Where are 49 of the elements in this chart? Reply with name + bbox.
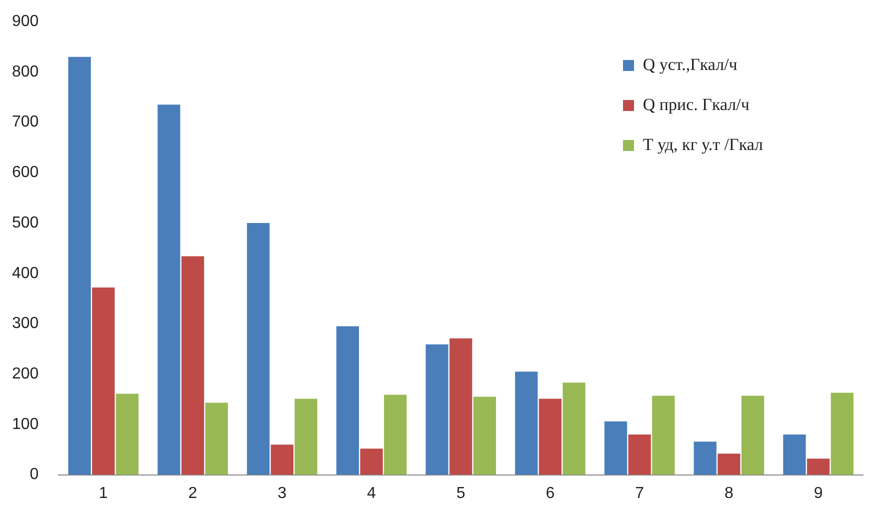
x-tick-label: 7: [635, 484, 644, 502]
y-tick-label: 800: [12, 63, 39, 80]
y-tick-label: 300: [12, 315, 39, 332]
bar: [270, 444, 294, 475]
x-tick-label: 2: [188, 484, 198, 502]
bar: [92, 287, 115, 475]
bar: [718, 454, 740, 475]
bar: [205, 402, 228, 475]
bar: [741, 396, 764, 475]
legend-label: Q уст.,Гкал/ч: [642, 55, 738, 75]
bar: [694, 442, 716, 475]
bar: [538, 398, 562, 475]
bar: [783, 434, 806, 475]
x-tick-label: 8: [724, 484, 734, 502]
y-tick-label: 400: [12, 264, 39, 282]
bar: [473, 396, 496, 475]
y-tick-label: 700: [12, 114, 39, 131]
bar: [246, 223, 270, 475]
bar: [384, 394, 407, 475]
bar: [68, 56, 91, 475]
bar: [294, 398, 318, 475]
y-tick-label: 600: [12, 164, 39, 182]
y-tick-label: 0: [30, 466, 39, 484]
legend-label: Т уд, кг у.т /Гкал: [642, 135, 763, 155]
x-tick-label: 4: [367, 484, 376, 502]
bar: [806, 458, 830, 475]
bar: [336, 326, 359, 475]
x-tick-label: 9: [814, 484, 823, 502]
legend-label: Q прис. Гкал/ч: [642, 95, 750, 115]
bar: [158, 104, 180, 475]
bar: [450, 338, 472, 475]
y-tick-label: 500: [12, 214, 39, 232]
x-tick-label: 1: [98, 484, 108, 502]
y-tick-label: 100: [12, 416, 39, 433]
x-tick-label: 6: [546, 484, 555, 502]
bar: [116, 394, 139, 475]
bar: [604, 421, 628, 475]
y-tick-label: 200: [12, 365, 39, 382]
bar: [515, 372, 538, 475]
bar: [830, 392, 854, 475]
bar: [360, 448, 383, 475]
x-tick-label: 3: [278, 484, 287, 502]
y-tick-label: 900: [12, 13, 39, 30]
bar: [181, 256, 204, 475]
x-tick-label: 5: [456, 484, 466, 502]
bar: [426, 344, 448, 475]
bar: [628, 434, 651, 475]
bar: [562, 382, 586, 475]
bar: [652, 396, 675, 475]
